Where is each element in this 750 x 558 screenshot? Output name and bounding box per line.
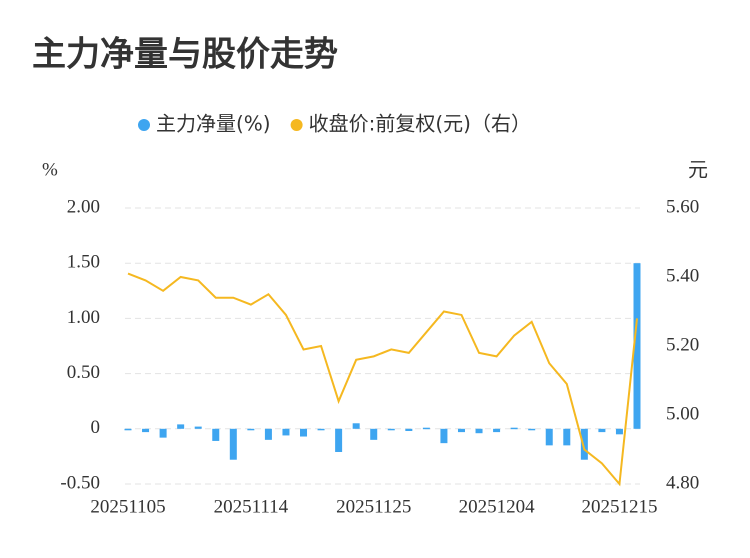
bar — [317, 428, 325, 431]
bar — [457, 428, 465, 433]
bar — [142, 428, 150, 433]
bar — [545, 428, 553, 446]
bar — [387, 428, 395, 431]
bar — [300, 428, 308, 437]
bar — [194, 426, 202, 429]
y-tick-label: 1.50 — [67, 252, 100, 273]
bar — [405, 428, 413, 432]
y2-tick-label: 5.60 — [666, 196, 699, 217]
bar — [493, 428, 501, 433]
bar — [633, 263, 641, 429]
bar — [177, 424, 185, 429]
x-tick-label: 20251215 — [581, 496, 657, 517]
bar — [212, 428, 220, 441]
bar — [282, 428, 290, 436]
y-tick-label: 0.50 — [67, 362, 100, 383]
bar — [247, 428, 255, 431]
x-tick-label: 20251114 — [214, 496, 289, 517]
y-tick-label: -0.50 — [60, 472, 100, 493]
bar — [124, 428, 132, 431]
legend-marker — [290, 119, 303, 131]
bar — [440, 428, 448, 444]
y2-axis-label: 元 — [688, 158, 708, 182]
y-tick-label: 1.00 — [67, 307, 100, 328]
bar — [528, 428, 536, 431]
bar — [510, 427, 518, 430]
x-tick-label: 20251105 — [90, 496, 165, 517]
bar — [264, 428, 272, 440]
legend-label: 收盘价:前复权(元)（右） — [309, 112, 531, 136]
bar — [370, 428, 378, 440]
legend-marker — [138, 119, 150, 131]
bar — [352, 423, 360, 429]
bar — [159, 428, 167, 438]
bar — [598, 428, 606, 433]
price-line — [127, 272, 638, 487]
y-axis-label: % — [42, 159, 58, 180]
bar — [229, 428, 237, 460]
y2-tick-label: 4.80 — [666, 472, 699, 493]
y2-tick-label: 5.40 — [666, 265, 699, 286]
x-tick-label: 20251125 — [336, 496, 411, 517]
bar — [335, 428, 343, 452]
y2-tick-label: 5.00 — [666, 403, 699, 424]
x-tick-label: 20251204 — [459, 496, 536, 517]
bar — [475, 428, 483, 434]
bar — [422, 427, 430, 430]
legend-label: 主力净量(%) — [156, 112, 271, 136]
bar — [615, 428, 623, 435]
y2-tick-label: 5.20 — [666, 334, 699, 355]
bar — [563, 428, 571, 446]
y-tick-label: 2.00 — [67, 196, 100, 217]
bar — [580, 428, 588, 460]
chart-title: 主力净量与股价走势 — [32, 35, 338, 75]
y-tick-label: 0 — [91, 417, 101, 438]
